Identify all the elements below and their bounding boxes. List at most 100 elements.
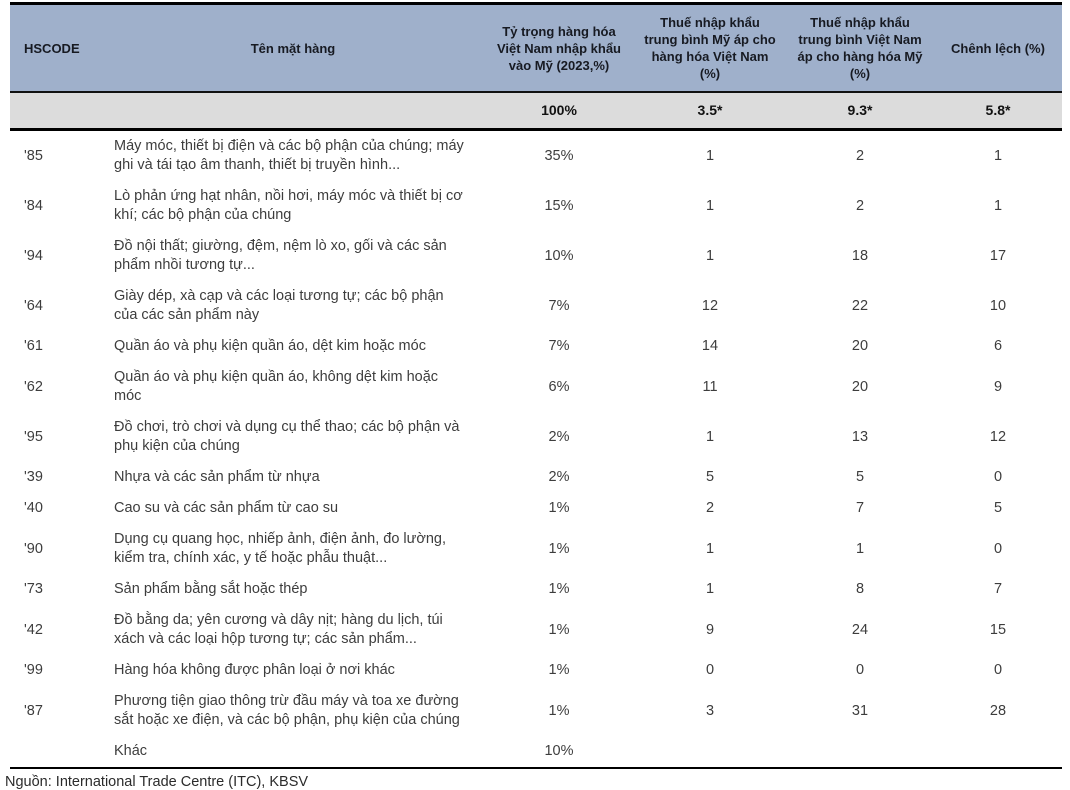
- us-tariff-cell: 1: [705, 540, 715, 557]
- vn-tariff-cell: 2: [855, 147, 865, 164]
- product-name-cell: Dụng cụ quang học, nhiếp ảnh, điện ảnh, …: [114, 531, 447, 566]
- us-tariff-cell: 1: [705, 147, 715, 164]
- hscode-cell: '95: [24, 428, 43, 445]
- product-name-cell: Lò phản ứng hạt nhân, nồi hơi, máy móc v…: [114, 188, 463, 223]
- hscode-cell: '87: [24, 702, 43, 719]
- table-row: '62 Quần áo và phụ kiện quần áo, không d…: [10, 362, 1062, 412]
- product-name-cell: Đồ bằng da; yên cương và dây nịt; hàng d…: [114, 612, 443, 647]
- table-row: '99 Hàng hóa không được phân loại ở nơi …: [10, 655, 1062, 686]
- summary-code-cell: [10, 92, 102, 131]
- summary-row: 100% 3.5* 9.3* 5.8*: [10, 92, 1062, 131]
- us-tariff-cell: 3: [705, 702, 715, 719]
- share-cell: 7%: [548, 338, 570, 354]
- vn-tariff-cell: 0: [855, 662, 865, 678]
- hscode-cell: '73: [24, 581, 43, 597]
- vn-tariff-cell: 18: [851, 247, 869, 264]
- product-name-cell: Giày dép, xà cạp và các loại tương tự; c…: [114, 288, 444, 323]
- summary-gap-cell: 5.8*: [934, 92, 1062, 131]
- us-tariff-cell: 11: [702, 378, 718, 395]
- share-cell: 15%: [544, 197, 574, 214]
- hscode-cell: '61: [24, 338, 43, 354]
- us-tariff-cell: 14: [701, 338, 719, 354]
- gap-cell: 15: [989, 621, 1007, 638]
- gap-cell: 0: [993, 662, 1003, 678]
- gap-cell: 1: [993, 197, 1003, 214]
- vn-tariff-cell: 22: [851, 297, 869, 314]
- share-cell: 1%: [548, 540, 570, 557]
- us-tariff-cell: 1: [705, 428, 715, 445]
- hscode-cell: '39: [24, 469, 43, 485]
- vn-tariff-cell: 2: [855, 197, 865, 214]
- product-name-cell: Cao su và các sản phẩm từ cao su: [114, 500, 339, 516]
- tariff-comparison-table: HSCODE Tên mặt hàng Tỷ trọng hàng hóa Vi…: [10, 2, 1062, 769]
- summary-share-cell: 100%: [484, 92, 634, 131]
- vn-tariff-cell: 8: [855, 581, 865, 597]
- share-cell: 35%: [544, 147, 574, 164]
- gap-cell: 10: [989, 297, 1007, 314]
- vn-tariff-cell: 31: [851, 702, 869, 719]
- gap-cell: 7: [993, 581, 1003, 597]
- us-tariff-cell: 9: [705, 621, 715, 638]
- vn-tariff-cell: 5: [855, 469, 865, 485]
- product-name-cell: Đồ chơi, trò chơi và dụng cụ thể thao; c…: [114, 419, 460, 454]
- hscode-cell: '94: [24, 247, 43, 264]
- us-tariff-cell: 12: [701, 297, 719, 314]
- hscode-cell: '42: [24, 621, 43, 638]
- us-tariff-cell: 1: [705, 581, 715, 597]
- vn-tariff-cell: 20: [851, 378, 869, 395]
- table-row: '85 Máy móc, thiết bị điện và các bộ phậ…: [10, 130, 1062, 182]
- product-name-cell: Nhựa và các sản phẩm từ nhựa: [114, 469, 320, 485]
- vn-tariff-cell: 20: [851, 338, 869, 354]
- table-row: '84 Lò phản ứng hạt nhân, nồi hơi, máy m…: [10, 181, 1062, 231]
- header-us-tariff: Thuế nhập khẩu trung bình Mỹ áp cho hàng…: [634, 3, 786, 93]
- hscode-cell: '40: [24, 500, 43, 516]
- gap-cell: 0: [993, 540, 1003, 557]
- table-row: '39 Nhựa và các sản phẩm từ nhựa 2% 5 5 …: [10, 462, 1062, 493]
- table-row: '94 Đồ nội thất; giường, đệm, nệm lò xo,…: [10, 231, 1062, 281]
- us-tariff-cell: 0: [705, 662, 715, 678]
- gap-cell: 28: [989, 702, 1007, 719]
- share-cell: 1%: [548, 662, 570, 678]
- gap-cell: 9: [993, 378, 1003, 395]
- header-product-name: Tên mặt hàng: [102, 3, 484, 93]
- vn-tariff-cell: [786, 736, 934, 768]
- share-cell: 10%: [544, 247, 574, 264]
- gap-cell: [934, 736, 1062, 768]
- us-tariff-cell: 2: [705, 500, 715, 516]
- us-tariff-cell: 1: [705, 247, 715, 264]
- hscode-cell: [10, 736, 102, 768]
- table-row: '95 Đồ chơi, trò chơi và dụng cụ thể tha…: [10, 412, 1062, 462]
- product-name-cell: Phương tiện giao thông trừ đầu máy và to…: [114, 693, 460, 728]
- gap-cell: 5: [993, 500, 1003, 516]
- share-cell: 1%: [548, 500, 570, 516]
- source-note: Nguồn: International Trade Centre (ITC),…: [5, 774, 309, 790]
- vn-tariff-cell: 13: [851, 428, 869, 445]
- table-row: '73 Sản phẩm bằng sắt hoặc thép 1% 1 8 7: [10, 574, 1062, 605]
- share-cell: 10%: [544, 743, 574, 759]
- product-name-cell: Máy móc, thiết bị điện và các bộ phận củ…: [114, 138, 464, 173]
- hscode-cell: '90: [24, 540, 43, 557]
- hscode-cell: '64: [24, 297, 43, 314]
- gap-cell: 1: [993, 147, 1003, 164]
- gap-cell: 12: [989, 428, 1007, 445]
- share-cell: 2%: [548, 469, 570, 485]
- header-gap: Chênh lệch (%): [934, 3, 1062, 93]
- us-tariff-cell: [634, 736, 786, 768]
- summary-name-cell: [102, 92, 484, 131]
- table-row: Khác 10%: [10, 736, 1062, 768]
- summary-vn-tariff-cell: 9.3*: [786, 92, 934, 131]
- gap-cell: 0: [993, 469, 1003, 485]
- table-header-row: HSCODE Tên mặt hàng Tỷ trọng hàng hóa Vi…: [10, 3, 1062, 93]
- hscode-cell: '62: [24, 378, 43, 395]
- table-row: '40 Cao su và các sản phẩm từ cao su 1% …: [10, 493, 1062, 524]
- table-row: '87 Phương tiện giao thông trừ đầu máy v…: [10, 686, 1062, 736]
- header-hscode: HSCODE: [10, 3, 102, 93]
- share-cell: 6%: [548, 378, 570, 395]
- product-name-cell: Hàng hóa không được phân loại ở nơi khác: [114, 662, 395, 678]
- hscode-cell: '99: [24, 662, 43, 678]
- us-tariff-cell: 5: [705, 469, 715, 485]
- share-cell: 1%: [548, 702, 570, 719]
- vn-tariff-cell: 7: [855, 500, 865, 516]
- header-vn-tariff: Thuế nhập khẩu trung bình Việt Nam áp ch…: [786, 3, 934, 93]
